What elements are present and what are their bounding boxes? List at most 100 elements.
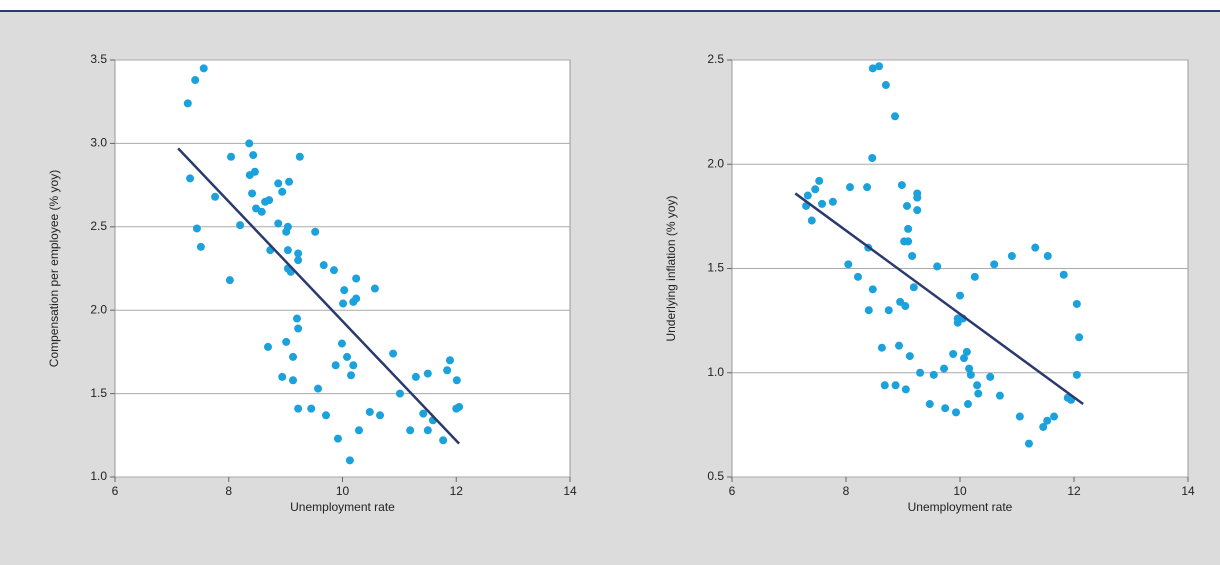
point: [349, 361, 358, 370]
point: [289, 376, 298, 385]
point: [314, 384, 323, 393]
point: [265, 196, 274, 205]
point: [828, 197, 837, 206]
x-tick-label: 6: [112, 484, 119, 498]
point: [904, 237, 913, 246]
point: [863, 183, 872, 192]
point: [282, 227, 291, 236]
point: [916, 368, 925, 377]
plot-area: [114, 59, 571, 478]
point: [933, 262, 942, 271]
point: [925, 400, 934, 409]
y-axis-label: Underlying inflation (% yoy): [664, 195, 678, 341]
y-tick-label: 2.0: [90, 302, 107, 316]
x-tick-label: 10: [336, 484, 350, 498]
point: [1039, 422, 1048, 431]
point: [249, 151, 258, 160]
y-tick-label: 1.0: [90, 469, 107, 483]
point: [282, 337, 291, 346]
point: [322, 411, 331, 420]
point: [395, 389, 404, 398]
point: [1075, 333, 1084, 342]
point: [236, 221, 245, 230]
point: [868, 153, 877, 162]
point: [952, 408, 961, 417]
point: [901, 385, 910, 394]
point: [274, 219, 283, 228]
point: [331, 361, 340, 370]
trend-line: [177, 147, 460, 445]
point: [973, 381, 982, 390]
y-tick-label: 2.5: [90, 219, 107, 233]
point: [905, 352, 914, 361]
point: [294, 249, 303, 258]
point: [423, 369, 432, 378]
y-tick-label: 3.0: [90, 136, 107, 150]
point: [880, 381, 889, 390]
point: [864, 306, 873, 315]
point: [337, 339, 346, 348]
point: [295, 152, 304, 161]
x-tick-label: 6: [729, 484, 736, 498]
point: [949, 349, 958, 358]
x-tick-label: 8: [225, 484, 232, 498]
point: [352, 294, 361, 303]
point: [845, 183, 854, 192]
y-tick-label: 1.5: [90, 386, 107, 400]
point: [807, 216, 816, 225]
point: [1050, 412, 1059, 421]
point: [884, 306, 893, 315]
point: [411, 372, 420, 381]
x-axis-label: Unemployment rate: [290, 500, 395, 514]
point: [248, 189, 257, 198]
point: [376, 411, 385, 420]
point: [354, 426, 363, 435]
x-tick-label: 12: [1067, 484, 1081, 498]
point: [1007, 251, 1016, 260]
x-tick-label: 14: [563, 484, 577, 498]
x-axis-label: Unemployment rate: [908, 500, 1013, 514]
point: [966, 370, 975, 379]
point: [329, 266, 338, 275]
point: [929, 370, 938, 379]
point: [990, 260, 999, 269]
point: [909, 283, 918, 292]
point: [227, 152, 236, 161]
point: [891, 112, 900, 121]
point: [970, 272, 979, 281]
point: [868, 64, 877, 73]
point: [1024, 439, 1033, 448]
point: [293, 314, 301, 323]
point: [941, 404, 950, 413]
y-tick-label: 3.5: [90, 52, 107, 66]
point: [319, 261, 328, 270]
point: [257, 207, 266, 216]
point: [186, 174, 195, 183]
point: [250, 167, 259, 176]
point: [311, 227, 320, 236]
point: [875, 62, 884, 71]
point: [211, 192, 220, 201]
point: [1043, 416, 1052, 425]
point: [439, 436, 448, 445]
point: [365, 407, 374, 416]
point: [877, 343, 886, 352]
point: [940, 364, 949, 373]
point: [191, 76, 200, 85]
y-tick-label: 1.0: [707, 365, 724, 379]
point: [294, 256, 303, 265]
point: [333, 434, 342, 443]
point: [956, 291, 964, 300]
point: [1072, 299, 1081, 308]
point: [452, 404, 461, 413]
point: [274, 179, 283, 188]
point: [423, 426, 432, 435]
point: [965, 364, 974, 373]
point: [225, 276, 234, 285]
point: [963, 400, 972, 409]
point: [343, 352, 352, 361]
point: [352, 274, 361, 283]
point: [452, 376, 461, 385]
point: [183, 99, 192, 108]
